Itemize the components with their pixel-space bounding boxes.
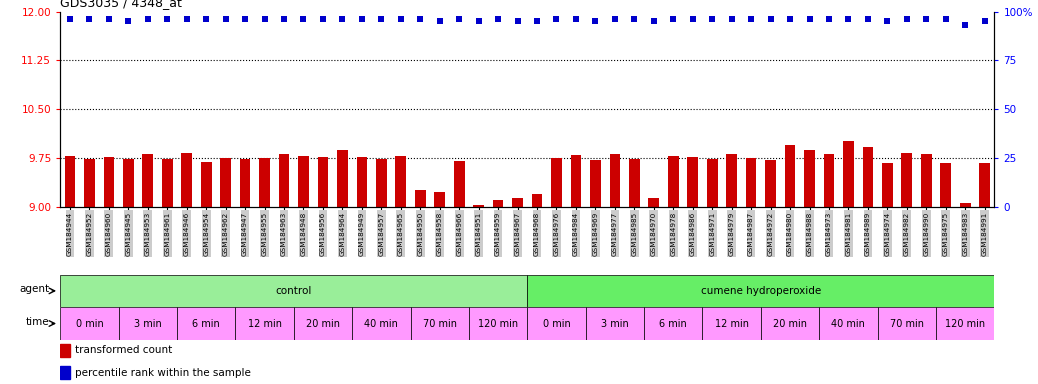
Text: 6 min: 6 min	[192, 318, 220, 329]
Bar	[454, 161, 465, 207]
Bar	[240, 159, 250, 207]
Bar	[318, 157, 328, 207]
Bar	[337, 150, 348, 207]
Bar	[707, 159, 717, 207]
Bar	[667, 156, 679, 207]
Bar	[629, 159, 639, 207]
Bar	[356, 157, 367, 207]
Bar	[877, 307, 936, 340]
Bar	[901, 153, 912, 207]
Bar	[512, 198, 523, 207]
Bar	[200, 162, 212, 207]
Bar	[649, 197, 659, 207]
Text: 120 min: 120 min	[479, 318, 518, 329]
Bar	[936, 307, 994, 340]
Bar	[352, 307, 411, 340]
Bar	[176, 307, 236, 340]
Bar	[785, 146, 795, 207]
Bar	[298, 156, 309, 207]
Bar	[761, 307, 819, 340]
Bar	[220, 158, 231, 207]
Bar	[162, 159, 172, 207]
Bar	[260, 159, 270, 207]
Bar	[278, 154, 290, 207]
Bar	[411, 307, 469, 340]
Bar	[765, 161, 776, 207]
Bar	[531, 194, 543, 207]
Bar	[863, 147, 873, 207]
Text: time: time	[26, 317, 50, 327]
Text: 0 min: 0 min	[76, 318, 103, 329]
Bar	[469, 307, 527, 340]
Text: transformed count: transformed count	[75, 346, 172, 356]
Text: percentile rank within the sample: percentile rank within the sample	[75, 367, 251, 377]
Text: 20 min: 20 min	[773, 318, 808, 329]
Bar	[236, 307, 294, 340]
Bar	[819, 307, 877, 340]
Bar	[571, 155, 581, 207]
Bar	[921, 154, 932, 207]
Bar	[703, 307, 761, 340]
Bar	[687, 157, 699, 207]
Bar	[60, 275, 527, 307]
Bar	[60, 366, 71, 379]
Bar	[843, 141, 854, 207]
Bar	[979, 163, 990, 207]
Bar	[527, 275, 994, 307]
Bar	[585, 307, 644, 340]
Text: 20 min: 20 min	[306, 318, 340, 329]
Bar	[551, 158, 562, 207]
Text: 70 min: 70 min	[422, 318, 457, 329]
Bar	[644, 307, 703, 340]
Bar	[882, 163, 893, 207]
Bar	[473, 205, 484, 207]
Text: agent: agent	[20, 284, 50, 294]
Bar	[823, 154, 835, 207]
Text: 70 min: 70 min	[890, 318, 924, 329]
Text: 3 min: 3 min	[601, 318, 629, 329]
Bar	[84, 159, 94, 207]
Text: control: control	[275, 286, 312, 296]
Bar	[60, 307, 118, 340]
Bar	[294, 307, 352, 340]
Bar	[745, 158, 757, 207]
Text: 12 min: 12 min	[714, 318, 748, 329]
Bar	[376, 159, 387, 207]
Text: 120 min: 120 min	[946, 318, 985, 329]
Text: 40 min: 40 min	[831, 318, 866, 329]
Text: cumene hydroperoxide: cumene hydroperoxide	[701, 286, 821, 296]
Bar	[415, 190, 426, 207]
Bar	[118, 307, 176, 340]
Bar	[182, 153, 192, 207]
Bar	[142, 154, 154, 207]
Text: 3 min: 3 min	[134, 318, 162, 329]
Bar	[122, 159, 134, 207]
Bar	[64, 156, 76, 207]
Bar	[395, 156, 406, 207]
Bar	[104, 157, 114, 207]
Bar	[60, 344, 71, 357]
Bar	[493, 200, 503, 207]
Text: 0 min: 0 min	[543, 318, 570, 329]
Text: 12 min: 12 min	[247, 318, 281, 329]
Text: 40 min: 40 min	[364, 318, 399, 329]
Bar	[804, 150, 815, 207]
Bar	[527, 307, 585, 340]
Text: 6 min: 6 min	[659, 318, 687, 329]
Bar	[727, 154, 737, 207]
Text: GDS3035 / 4348_at: GDS3035 / 4348_at	[60, 0, 182, 9]
Bar	[434, 192, 445, 207]
Bar	[940, 163, 951, 207]
Bar	[590, 160, 601, 207]
Bar	[960, 203, 971, 207]
Bar	[609, 154, 621, 207]
